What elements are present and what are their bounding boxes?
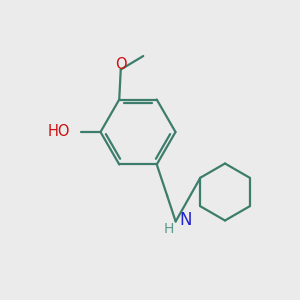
Text: N: N [179, 211, 192, 229]
Text: O: O [116, 57, 127, 72]
Text: HO: HO [48, 124, 70, 140]
Text: H: H [164, 222, 174, 236]
